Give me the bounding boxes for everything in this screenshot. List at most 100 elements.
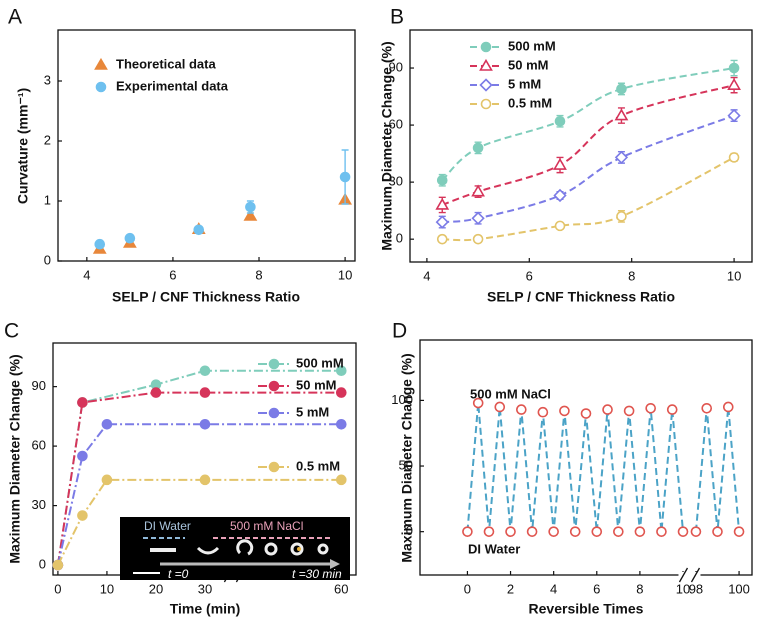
panel-label: C: [4, 320, 19, 343]
inset-strip: [297, 547, 301, 551]
x-axis-title: Reversible Times: [529, 601, 644, 617]
marker: [52, 559, 64, 571]
plot-frame: [409, 29, 753, 263]
marker: [613, 526, 624, 537]
marker: [472, 233, 484, 245]
marker: [722, 401, 734, 413]
legend-marker: [268, 358, 280, 370]
x-tick-label: 4: [550, 581, 557, 596]
series-line: [56, 423, 342, 566]
marker: [150, 387, 162, 398]
y-tick-label: 0: [44, 252, 51, 267]
x-tick-label: 100: [728, 581, 750, 596]
inset-strip: [317, 543, 329, 555]
x-tick-label: 4: [83, 267, 90, 282]
marker: [505, 526, 516, 537]
inset-arrow: [330, 559, 340, 569]
legend-label: 0.5 mM: [508, 95, 552, 110]
legend-marker: [268, 380, 280, 392]
axis-break-mark: [690, 567, 701, 583]
marker: [614, 108, 629, 121]
marker: [623, 405, 635, 417]
axis-break-mark: [678, 567, 689, 583]
legend-label: 500 mM: [296, 355, 344, 370]
marker: [526, 526, 538, 537]
inset-label: 500 mM NaCl: [230, 519, 303, 533]
legend-marker: [480, 41, 492, 53]
x-tick-label: 10: [100, 581, 114, 596]
y-axis-title: Maximum Diameter Change (%): [399, 353, 415, 562]
marker: [472, 397, 484, 409]
marker: [602, 404, 613, 415]
marker: [339, 171, 351, 183]
marker: [537, 406, 549, 418]
x-tick-label: 10: [338, 267, 352, 282]
marker: [199, 418, 211, 430]
y-tick-label: 1: [44, 192, 51, 207]
legend-label: 5 mM: [296, 404, 329, 419]
panel-label: B: [390, 6, 404, 29]
plot-frame: [57, 29, 356, 262]
y-tick-label: 3: [44, 72, 51, 87]
marker: [483, 526, 495, 537]
series-line: [442, 156, 735, 242]
marker: [335, 365, 347, 377]
x-tick-label: 2: [507, 581, 514, 596]
marker: [199, 474, 211, 486]
legend-label: 50 mM: [508, 57, 548, 72]
marker: [435, 197, 450, 210]
legend-label: Experimental data: [116, 78, 229, 93]
y-tick-label: 100: [391, 392, 413, 407]
marker: [124, 232, 136, 244]
marker: [94, 238, 106, 250]
x-tick-label: 6: [169, 267, 176, 282]
y-tick-label: 90: [32, 378, 46, 393]
y-tick-label: 0: [396, 231, 403, 246]
y-tick-label: 30: [389, 174, 403, 189]
y-tick-label: 0: [406, 523, 413, 538]
marker: [727, 108, 741, 123]
marker: [77, 510, 88, 521]
marker: [591, 526, 603, 537]
marker: [193, 224, 205, 236]
x-tick-label: 10: [676, 581, 690, 596]
legend-marker: [95, 81, 107, 93]
marker: [554, 115, 566, 127]
marker: [553, 157, 567, 170]
marker: [77, 397, 88, 408]
marker: [645, 402, 656, 414]
legend-marker: [479, 58, 493, 71]
y-tick-label: 2: [44, 132, 51, 147]
x-tick-label: 8: [636, 581, 643, 596]
inset-label: t =30 min: [292, 567, 342, 581]
marker: [634, 526, 646, 537]
legend-label: 50 mM: [296, 377, 336, 392]
marker: [435, 215, 449, 229]
x-tick-label: 60: [334, 581, 348, 596]
series-line: [466, 402, 741, 532]
x-tick-label: 6: [593, 581, 600, 596]
marker: [494, 401, 506, 413]
marker: [553, 188, 567, 203]
inset-image: DI Water 500 mM NaCl t =0 t =30 min: [120, 517, 350, 581]
y-tick-label: 30: [32, 497, 46, 512]
series-line: [442, 114, 735, 224]
marker: [335, 474, 347, 486]
legend-marker: [268, 407, 280, 419]
marker: [335, 387, 347, 398]
marker: [580, 408, 592, 419]
marker: [616, 83, 627, 95]
marker: [559, 405, 570, 417]
marker: [516, 404, 527, 415]
marker: [614, 150, 629, 165]
legend-marker: [480, 98, 492, 110]
legend-label: 500 mM: [508, 38, 556, 53]
y-tick-label: 0: [39, 557, 46, 572]
x-tick-label: 4: [423, 268, 430, 283]
marker: [569, 526, 581, 537]
x-tick-label: 8: [255, 267, 262, 282]
x-tick-label: 30: [198, 581, 212, 596]
marker: [733, 526, 745, 537]
legend-label: 0.5 mM: [296, 458, 340, 473]
legend-label: 5 mM: [508, 76, 541, 91]
